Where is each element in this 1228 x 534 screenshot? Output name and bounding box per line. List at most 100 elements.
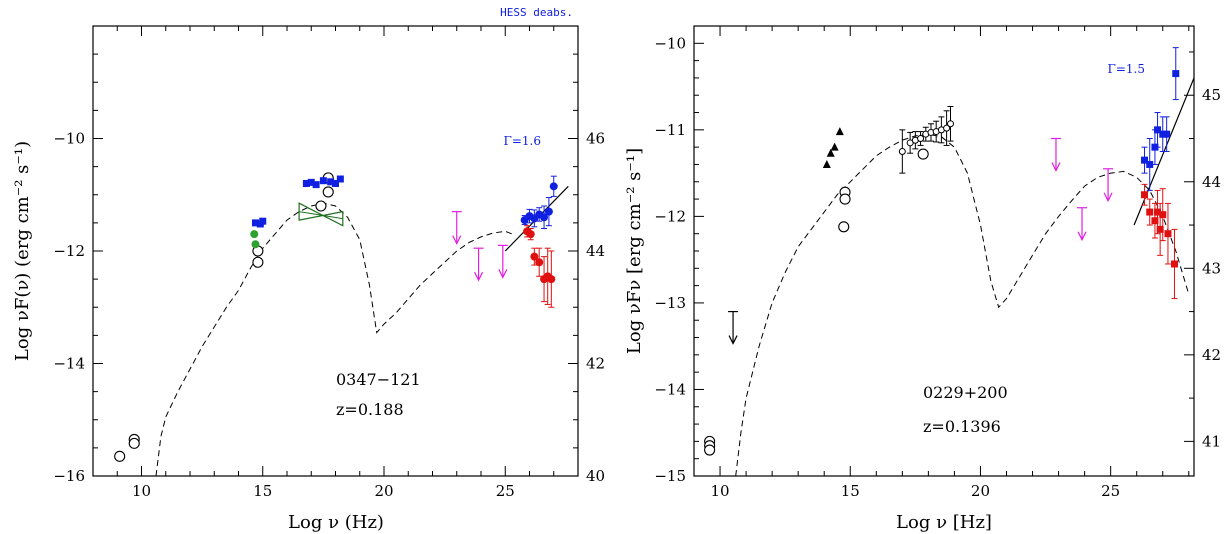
upper-limit-arrow xyxy=(498,269,508,279)
data-point xyxy=(251,219,259,227)
data-point xyxy=(1141,156,1149,164)
y-tick-label: −10 xyxy=(654,34,686,52)
data-point xyxy=(826,148,835,157)
data-point xyxy=(336,175,344,183)
x-tick-label: 10 xyxy=(710,482,729,500)
upper-limit-arrow xyxy=(1103,192,1113,203)
data-point xyxy=(526,230,535,239)
data-point xyxy=(1151,217,1159,225)
x-tick-label: 15 xyxy=(253,482,272,500)
data-point xyxy=(839,193,851,205)
redshift-label: z=0.188 xyxy=(336,400,404,419)
y-tick-label: −16 xyxy=(53,467,85,485)
data-point xyxy=(830,142,839,151)
data-point xyxy=(315,200,327,212)
upper-limit-arrow xyxy=(452,235,462,245)
data-point xyxy=(312,181,320,189)
y-tick-label: −14 xyxy=(53,355,85,373)
data-point xyxy=(1159,211,1167,219)
data-point xyxy=(252,256,264,268)
y-tick-label: −12 xyxy=(654,207,686,225)
data-point xyxy=(544,207,553,216)
data-point xyxy=(251,240,260,249)
data-point xyxy=(1146,160,1154,168)
data-point xyxy=(1154,208,1162,216)
source-label: 0229+200 xyxy=(923,383,1008,402)
data-point xyxy=(530,252,539,261)
x-tick-label: 25 xyxy=(1101,482,1120,500)
data-point xyxy=(1163,130,1171,138)
x-tick-label: 10 xyxy=(132,482,151,500)
data-point xyxy=(1156,225,1164,233)
data-point xyxy=(943,124,951,132)
bowtie xyxy=(298,202,344,227)
data-point xyxy=(838,221,850,233)
y-tick-label: −15 xyxy=(654,467,686,485)
y-tick-label: −13 xyxy=(654,294,686,312)
y-tick-label: −12 xyxy=(53,242,85,260)
data-point xyxy=(1146,208,1154,216)
redshift-label: z=0.1396 xyxy=(923,417,1001,436)
plot-frame xyxy=(693,25,1195,477)
data-point xyxy=(1159,130,1167,138)
y-tick-label: −14 xyxy=(654,380,686,398)
gamma-label: Γ=1.6 xyxy=(504,134,541,148)
source-label: 0347−121 xyxy=(336,370,421,389)
data-point xyxy=(917,148,929,160)
data-point xyxy=(947,120,955,128)
data-point xyxy=(822,159,831,168)
y-tick-label: −11 xyxy=(654,121,686,139)
data-point xyxy=(704,444,716,456)
bowtie-center xyxy=(299,211,343,220)
data-point xyxy=(332,180,339,187)
model-curve xyxy=(155,202,513,477)
data-point xyxy=(917,135,925,142)
data-point xyxy=(1170,260,1178,268)
y2-tick-label: 45 xyxy=(1202,86,1221,104)
data-point xyxy=(835,127,844,136)
y2-tick-label: 42 xyxy=(1202,346,1221,364)
y2-tick-label: 44 xyxy=(586,242,605,260)
panel-right: Γ=1.5 0229+200 z=0.1396 Log ν [Hz] Log ν… xyxy=(624,25,1221,533)
upper-limit-arrow xyxy=(728,335,738,345)
x-tick-label: 20 xyxy=(971,482,990,500)
x-tick-label: 15 xyxy=(841,482,860,500)
data-point xyxy=(250,230,259,239)
data-point xyxy=(1172,70,1180,78)
x-tick-label: 20 xyxy=(374,482,393,500)
data-point xyxy=(302,180,310,187)
data-point xyxy=(1141,191,1149,199)
data-point xyxy=(259,217,267,225)
y2-tick-label: 46 xyxy=(586,130,605,148)
upper-limit-arrow xyxy=(474,271,484,282)
header-note: HESS deabs. xyxy=(500,6,573,19)
gamma-label: Γ=1.5 xyxy=(1108,62,1145,76)
data-point xyxy=(549,182,558,191)
data-point xyxy=(319,177,327,185)
y2-tick-label: 42 xyxy=(586,355,605,373)
data-point xyxy=(1154,126,1162,134)
upper-limit-arrow xyxy=(1077,231,1087,242)
x-tick-label: 25 xyxy=(496,482,515,500)
data-point xyxy=(128,437,140,449)
data-point xyxy=(535,258,544,267)
y-tick-label: −10 xyxy=(53,130,85,148)
data-point xyxy=(307,178,315,186)
y2-tick-label: 43 xyxy=(1202,259,1221,277)
data-point xyxy=(114,450,126,462)
data-point xyxy=(1164,230,1172,238)
panel-left: HESS deabs. Γ=1.6 0347−121 z=0.188 Log ν… xyxy=(12,6,605,533)
y2-tick-label: 44 xyxy=(1202,173,1221,191)
y2-tick-label: 41 xyxy=(1202,432,1221,450)
data-point xyxy=(540,213,549,222)
y2-tick-label: 40 xyxy=(586,467,605,485)
data-point xyxy=(327,178,335,186)
upper-limit-arrow xyxy=(1051,162,1061,172)
data-point xyxy=(322,186,334,198)
data-point xyxy=(547,275,556,284)
x-axis-label: Log ν (Hz) xyxy=(288,512,384,533)
data-point xyxy=(898,147,906,155)
y-axis-label: Log νFν [erg cm⁻² s⁻¹] xyxy=(624,148,645,354)
model-curve xyxy=(735,133,1190,477)
